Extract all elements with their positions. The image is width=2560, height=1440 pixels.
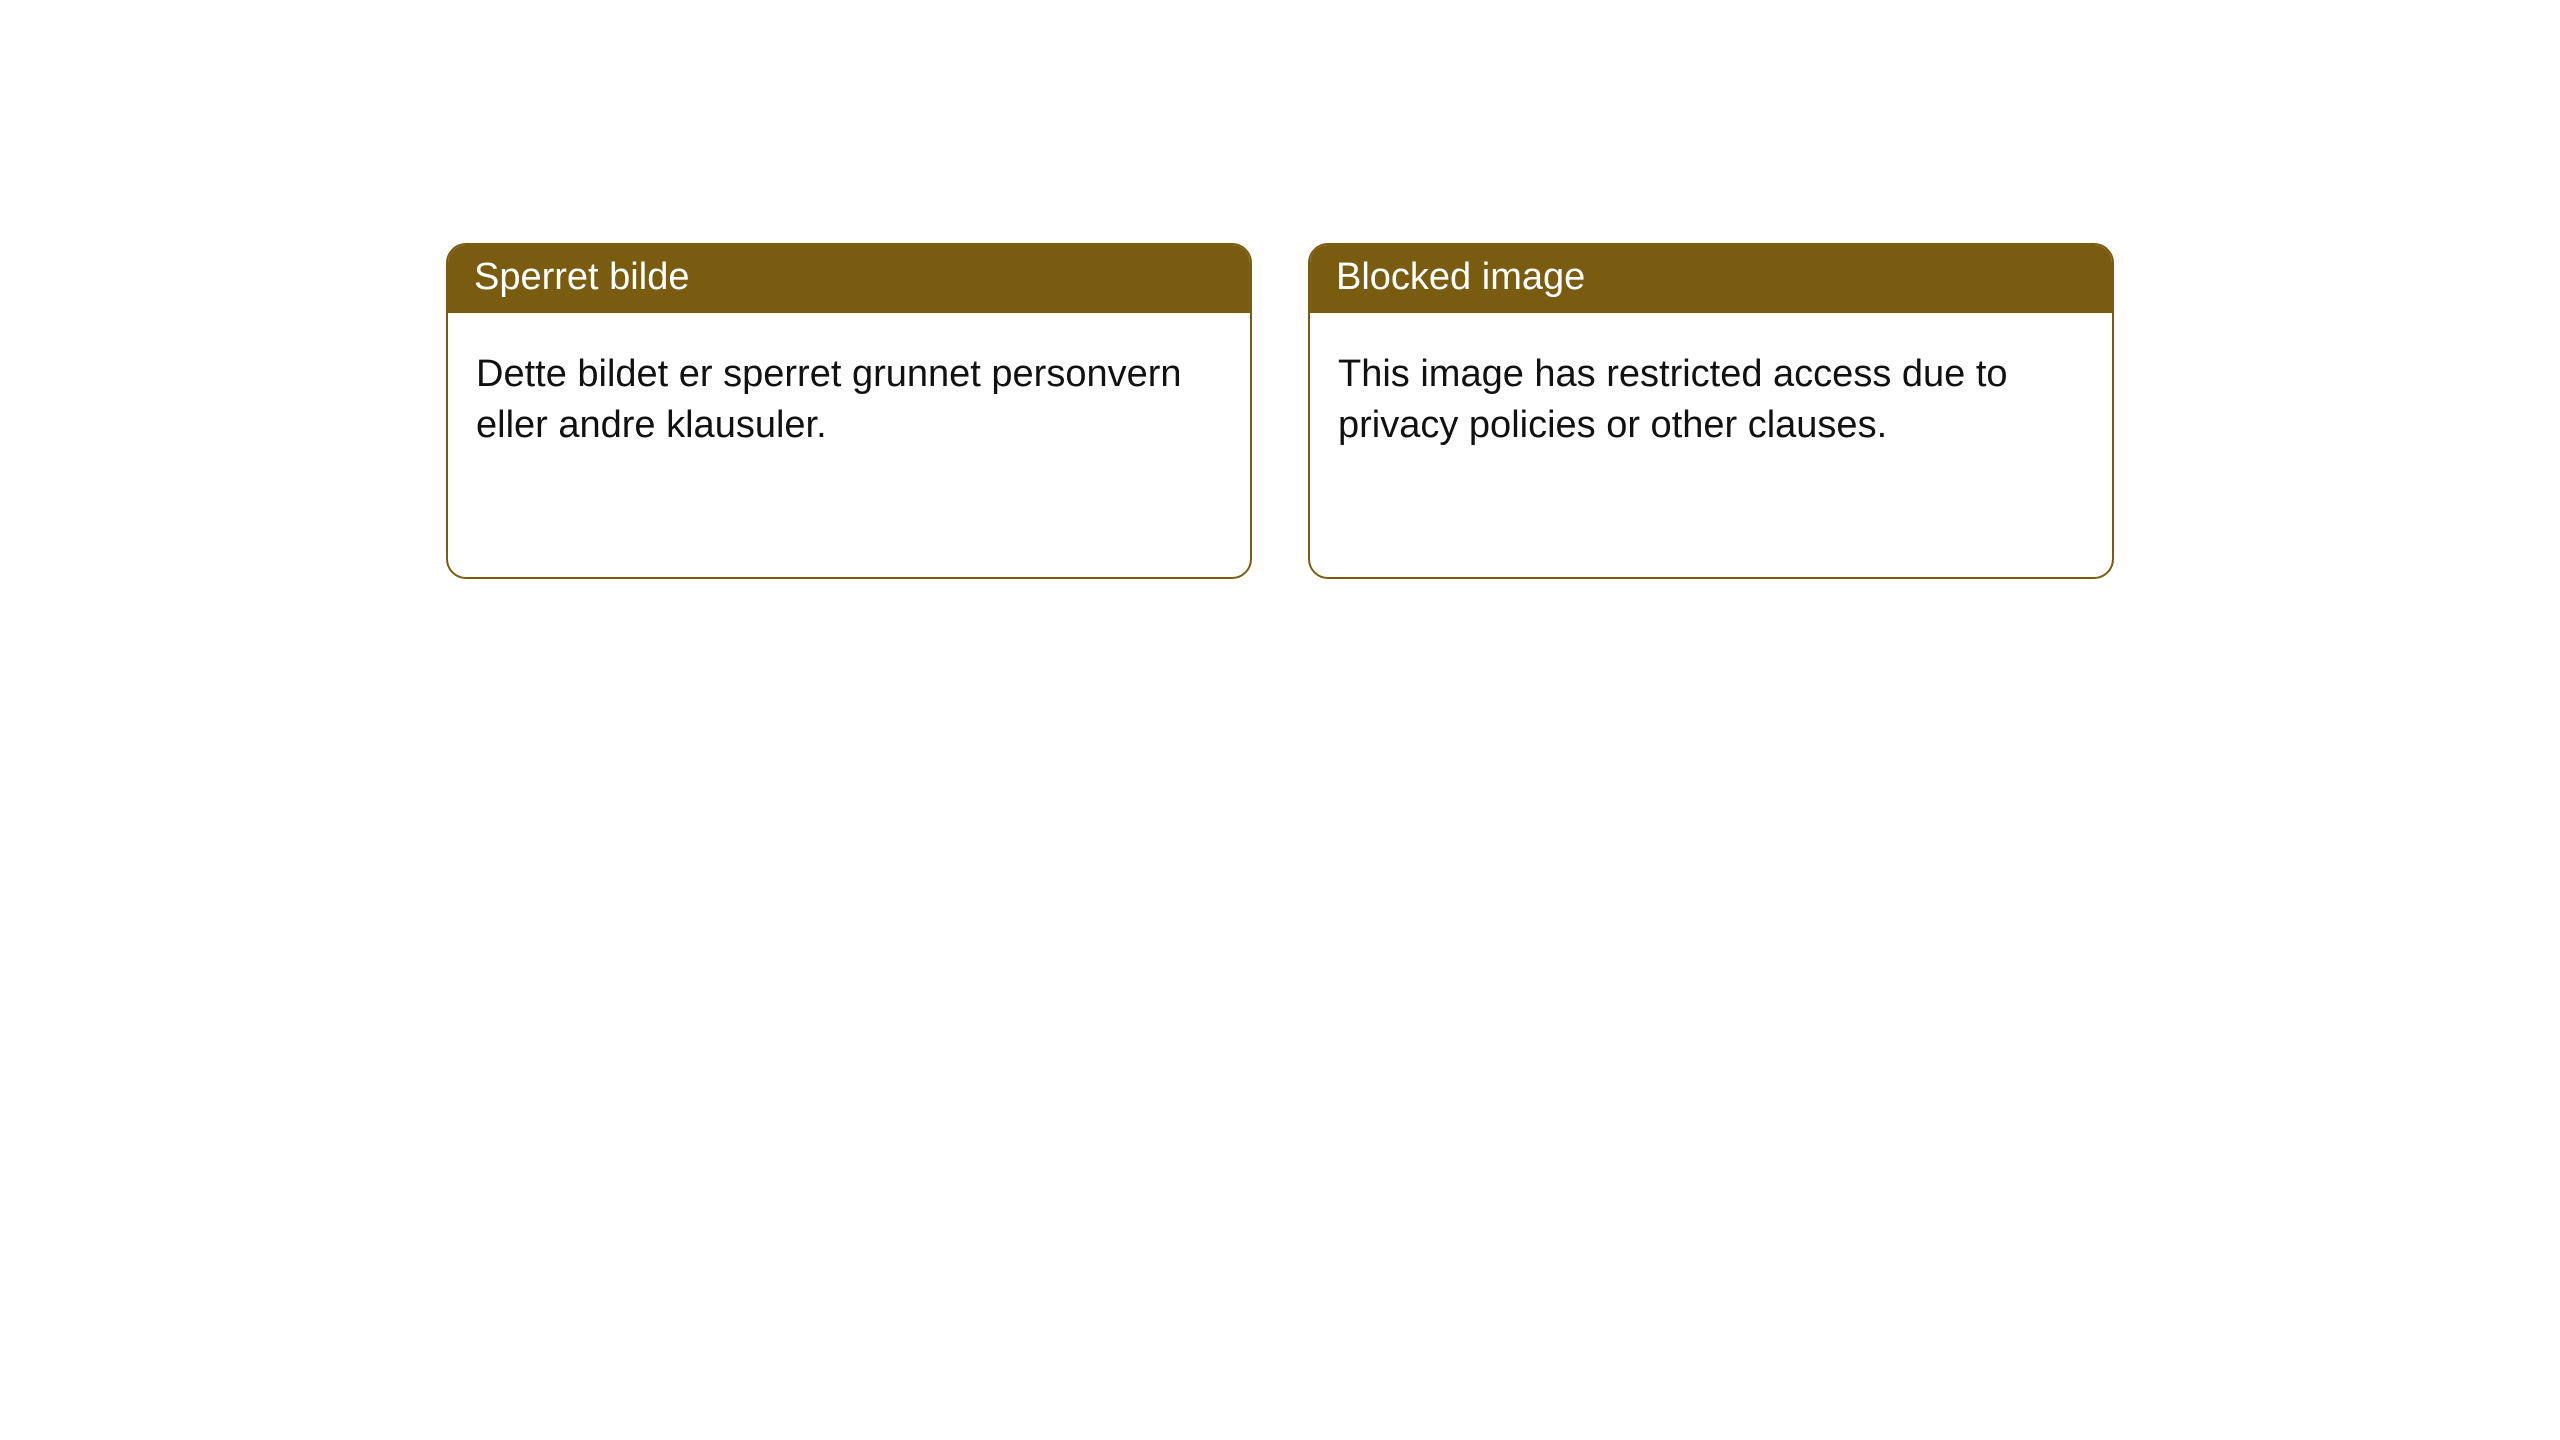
blocked-image-card-en: Blocked image This image has restricted …: [1308, 243, 2114, 579]
blocked-image-card-no: Sperret bilde Dette bildet er sperret gr…: [446, 243, 1252, 579]
card-title: Sperret bilde: [448, 245, 1250, 313]
card-body-text: Dette bildet er sperret grunnet personve…: [448, 313, 1250, 480]
notice-cards-row: Sperret bilde Dette bildet er sperret gr…: [0, 0, 2560, 579]
card-title: Blocked image: [1310, 245, 2112, 313]
card-body-text: This image has restricted access due to …: [1310, 313, 2112, 480]
